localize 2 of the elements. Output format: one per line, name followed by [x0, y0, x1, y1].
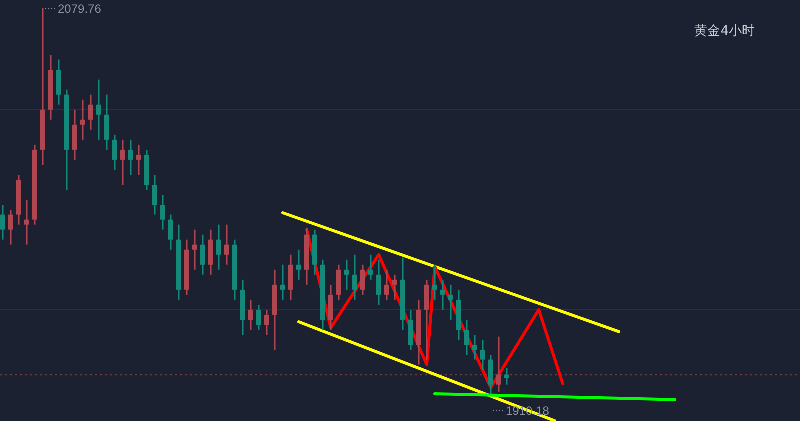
annotation: 2079.76	[58, 2, 102, 16]
text: 黄金4小时	[694, 24, 755, 39]
